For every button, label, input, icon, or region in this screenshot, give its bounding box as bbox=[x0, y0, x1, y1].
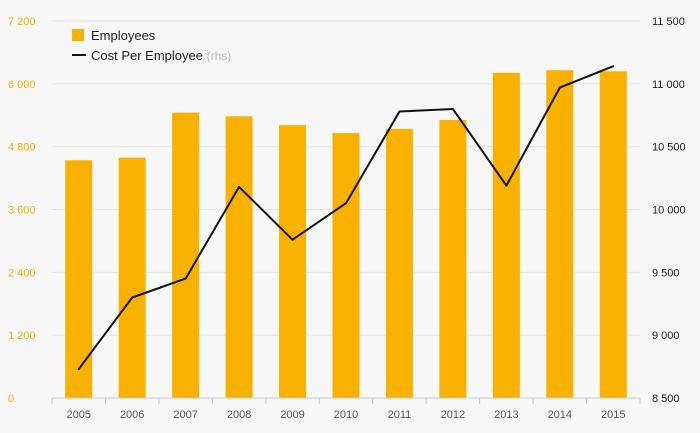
line-point-2014 bbox=[558, 86, 561, 89]
legend-label-cost-per-employee: Cost Per Employee (rhs) bbox=[91, 48, 231, 63]
bar-2015 bbox=[599, 71, 627, 399]
bar-2010 bbox=[332, 133, 360, 398]
left-tick-label: 4 800 bbox=[8, 142, 36, 154]
legend-label-employees: Employees bbox=[91, 28, 156, 43]
bar-2011 bbox=[385, 128, 413, 398]
cost-per-employee-series bbox=[77, 65, 615, 371]
left-tick-label: 3 600 bbox=[8, 205, 36, 217]
bar-2012 bbox=[439, 119, 467, 399]
x-tick-label: 2007 bbox=[173, 409, 197, 421]
line-point-2011 bbox=[398, 110, 401, 113]
employee-bars bbox=[65, 70, 627, 399]
x-axis: 2005 2006 2007 2008 2009 2010 2011 2012 2013 2014… bbox=[51, 397, 641, 421]
left-tick-label: 0 bbox=[8, 393, 14, 405]
bar-2005 bbox=[65, 160, 93, 398]
right-tick-label: 11 000 bbox=[652, 79, 685, 91]
bar-2014 bbox=[546, 70, 574, 398]
x-tick-label: 2010 bbox=[334, 409, 358, 421]
x-tick-label: 2008 bbox=[227, 409, 251, 421]
x-tick-label: 2009 bbox=[280, 409, 304, 421]
line-point-2010 bbox=[345, 202, 347, 205]
right-tick-label: 9 000 bbox=[652, 330, 680, 342]
line-point-2007 bbox=[184, 277, 187, 280]
right-tick-label: 9 500 bbox=[652, 267, 680, 279]
right-axis: 8 500 9 000 9 500 10 000 10 500 11 000 11 500 bbox=[652, 16, 686, 405]
x-tick-label: 2005 bbox=[66, 409, 90, 421]
bar-2006 bbox=[118, 157, 146, 398]
x-tick-label: 2013 bbox=[494, 409, 518, 421]
line-point-2008 bbox=[238, 185, 241, 188]
right-tick-label: 11 500 bbox=[652, 16, 685, 28]
line-point-2006 bbox=[131, 296, 134, 299]
x-tick-label: 2006 bbox=[120, 409, 144, 421]
left-tick-label: 1 200 bbox=[8, 330, 36, 342]
legend-swatch-employees bbox=[72, 29, 84, 41]
bar-2008 bbox=[225, 116, 253, 398]
left-tick-label: 6 000 bbox=[8, 79, 36, 91]
right-tick-label: 10 000 bbox=[652, 205, 686, 217]
bar-2009 bbox=[279, 125, 307, 398]
left-tick-label: 7 200 bbox=[8, 16, 36, 28]
line-point-2012 bbox=[451, 107, 454, 110]
left-tick-label: 2 400 bbox=[8, 267, 36, 279]
right-tick-label: 8 500 bbox=[652, 393, 680, 405]
line-point-2013 bbox=[505, 184, 508, 187]
line-point-2015 bbox=[612, 65, 615, 68]
x-tick-label: 2014 bbox=[548, 409, 572, 421]
right-tick-label: 10 500 bbox=[652, 142, 686, 154]
legend-rhs-note: (rhs) bbox=[207, 49, 232, 63]
x-tick-label: 2015 bbox=[601, 409, 625, 421]
x-tick-label: 2011 bbox=[388, 409, 412, 421]
bar-2013 bbox=[492, 72, 520, 399]
x-tick-label: 2012 bbox=[441, 409, 465, 421]
line-point-2005 bbox=[77, 368, 80, 371]
bar-2007 bbox=[172, 112, 200, 398]
left-axis: 0 1 200 2 400 3 600 4 800 6 000 7 200 bbox=[8, 16, 36, 405]
line-point-2009 bbox=[291, 238, 294, 241]
legend: Employees Cost Per Employee (rhs) bbox=[72, 28, 231, 63]
